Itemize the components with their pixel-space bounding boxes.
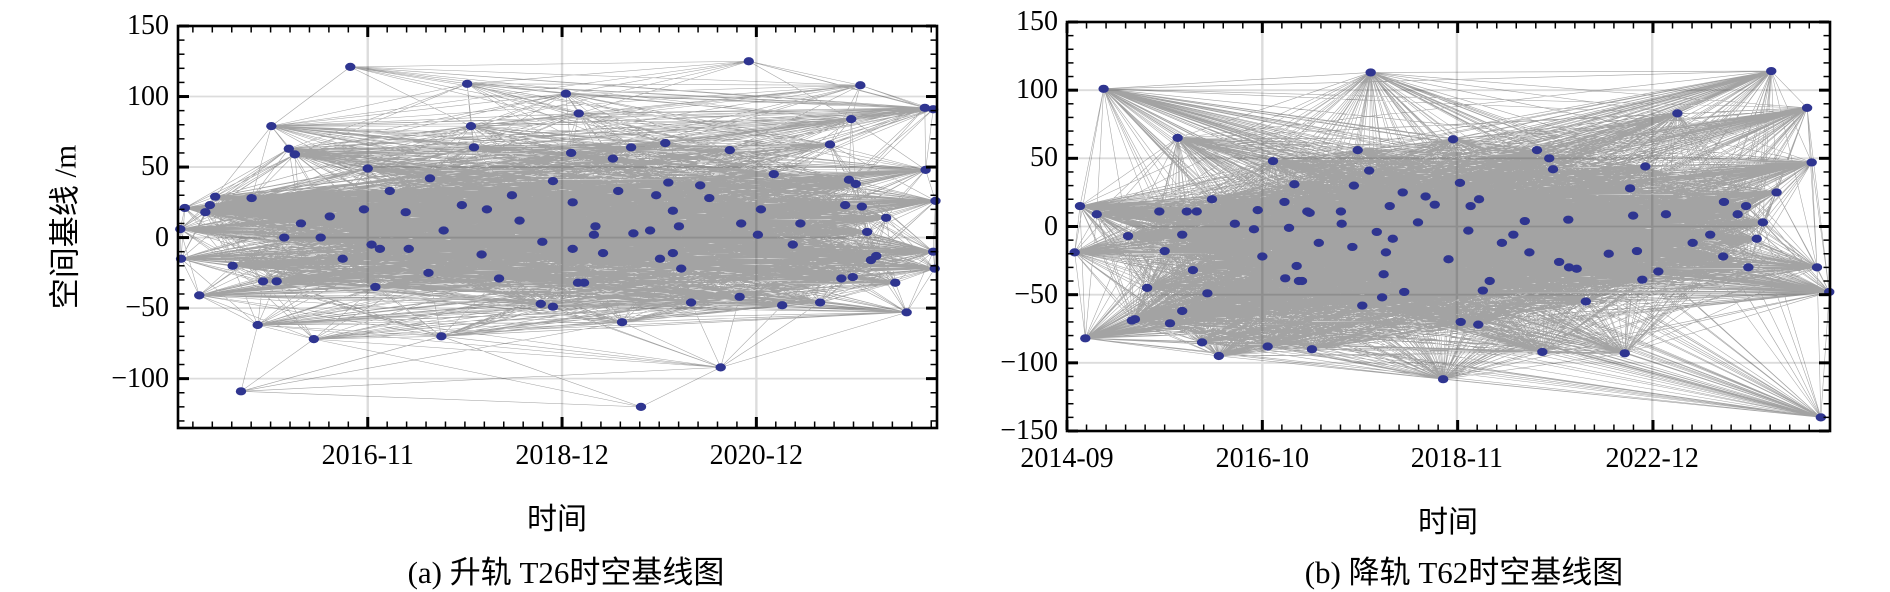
baseline-network-plot-b	[945, 0, 1890, 591]
figure-caption: (a) 升轨 T26时空基线图	[407, 555, 725, 590]
y-axis-title: 空间基线 /m	[47, 144, 83, 310]
x-axis-title: 时间	[527, 503, 587, 536]
x-tick-label: 2022-12	[1605, 443, 1699, 474]
y-tick-label: 150	[127, 10, 169, 41]
y-tick-label: 100	[127, 80, 169, 112]
x-tick-label: 2018-12	[515, 440, 609, 471]
y-tick-label: −100	[111, 362, 169, 394]
x-tick-label: 2016-11	[321, 440, 414, 471]
x-tick-label: 2020-12	[709, 440, 804, 471]
x-tick-label: 2018-11	[1410, 443, 1504, 474]
y-tick-label: 150	[1016, 6, 1058, 37]
baseline-network-plot-a	[0, 0, 945, 591]
y-tick-label: −150	[1000, 415, 1058, 446]
x-tick-label: 2016-10	[1215, 443, 1309, 474]
y-tick-label: −50	[125, 292, 169, 324]
y-tick-label: 0	[155, 221, 169, 253]
y-tick-label: 50	[1030, 142, 1058, 174]
y-tick-label: 50	[141, 151, 169, 183]
y-tick-label: −50	[1014, 278, 1058, 310]
y-tick-label: −100	[1000, 346, 1058, 378]
figure-ascending-t26: 空间基线 /m 时间 (a) 升轨 T26时空基线图 2016-11 2018-1…	[0, 0, 945, 591]
figure-caption: (b) 降轨 T62时空基线图	[1304, 555, 1624, 590]
x-tick-label: 2014-09	[1020, 443, 1114, 474]
y-tick-label: 100	[1016, 74, 1058, 106]
x-axis-title: 时间	[1418, 506, 1478, 539]
y-tick-label: 0	[1044, 210, 1058, 242]
figure-descending-t62: 时间 (b) 降轨 T62时空基线图 2014-09 2016-10 2018-11…	[945, 0, 1890, 591]
